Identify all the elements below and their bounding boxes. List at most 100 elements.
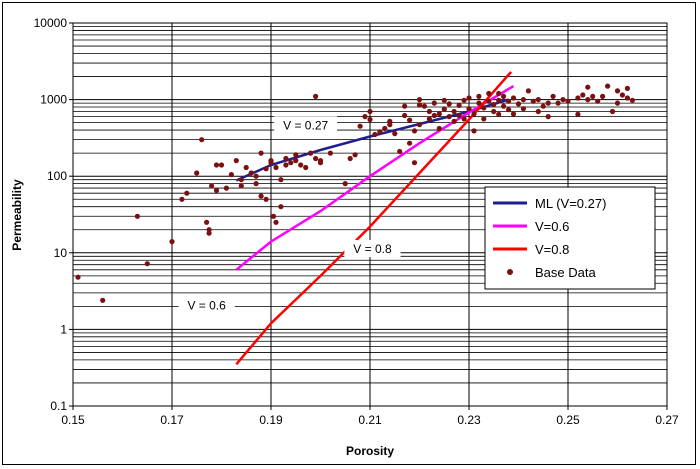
- data-point: [600, 93, 606, 99]
- data-point: [441, 97, 447, 103]
- data-point: [614, 88, 621, 94]
- data-point: [179, 196, 185, 202]
- data-point: [451, 108, 457, 115]
- series-line-v-0-6: [235, 85, 515, 271]
- data-point: [382, 125, 388, 132]
- data-point: [486, 98, 492, 104]
- data-point: [545, 114, 551, 120]
- data-point: [471, 111, 477, 117]
- data-point: [248, 170, 254, 176]
- x-tick-label: 0.21: [358, 413, 382, 427]
- data-point: [510, 95, 517, 101]
- y-tick-label: 10000: [34, 16, 68, 30]
- data-point: [238, 177, 244, 183]
- data-point: [446, 114, 452, 120]
- data-point: [392, 131, 398, 137]
- data-point: [426, 116, 432, 122]
- data-point: [411, 128, 418, 134]
- data-point: [491, 108, 497, 115]
- data-point: [303, 164, 309, 171]
- data-point: [313, 93, 319, 99]
- data-point: [169, 239, 175, 245]
- data-point: [258, 193, 264, 199]
- data-point: [535, 97, 541, 103]
- data-point: [75, 274, 81, 280]
- data-point: [446, 101, 452, 107]
- data-point: [293, 158, 299, 164]
- data-point: [421, 103, 427, 109]
- data-point: [387, 118, 393, 124]
- data-point: [213, 187, 220, 194]
- x-axis-label: Porosity: [346, 444, 394, 458]
- data-point: [496, 111, 502, 117]
- x-tick-label: 0.19: [259, 413, 283, 427]
- base-data-points: [75, 83, 636, 303]
- data-point: [501, 93, 507, 99]
- data-point: [476, 100, 482, 106]
- data-point: [431, 112, 437, 119]
- data-point: [218, 162, 225, 168]
- data-point: [441, 106, 447, 112]
- data-point: [402, 103, 408, 109]
- data-point: [624, 95, 631, 101]
- data-point: [481, 116, 487, 122]
- y-tick-label: 1: [60, 322, 67, 336]
- data-point: [268, 160, 274, 166]
- data-point: [204, 219, 210, 225]
- permeability-porosity-chart: 0.15 0.17 0.19 0.21 0.23 0.25 0.27 0.1 1 10 100 100…: [10, 16, 679, 458]
- data-point: [510, 111, 517, 117]
- data-point: [411, 160, 418, 166]
- data-point: [491, 102, 497, 108]
- data-point: [461, 97, 467, 103]
- data-point: [501, 103, 507, 109]
- data-point: [481, 105, 487, 111]
- data-point: [362, 114, 368, 120]
- x-tick-label: 0.15: [61, 413, 85, 427]
- data-point: [525, 88, 532, 94]
- data-point: [426, 108, 432, 115]
- data-point: [466, 106, 472, 112]
- data-point: [372, 131, 378, 138]
- data-point: [530, 98, 536, 104]
- data-point: [540, 103, 546, 109]
- x-tick-label: 0.17: [160, 413, 184, 427]
- data-point: [298, 162, 304, 168]
- data-point: [258, 150, 264, 156]
- y-tick-label: 0.1: [50, 399, 67, 413]
- data-point: [206, 230, 212, 236]
- data-point: [624, 85, 631, 91]
- data-point: [347, 155, 353, 162]
- data-point: [194, 170, 200, 176]
- data-point: [456, 112, 462, 119]
- data-point: [402, 112, 408, 119]
- data-point: [263, 166, 269, 172]
- data-point: [565, 98, 571, 104]
- data-point: [416, 122, 423, 128]
- y-axis-label: Permeability: [10, 179, 24, 251]
- data-point: [213, 162, 220, 168]
- legend-entry-label: Base Data: [535, 265, 596, 280]
- data-point: [278, 204, 284, 210]
- data-point: [506, 107, 512, 113]
- data-point: [263, 196, 269, 202]
- data-point: [520, 97, 527, 103]
- data-point: [605, 83, 611, 89]
- data-point: [327, 150, 333, 156]
- data-point: [466, 95, 472, 101]
- fit-lines: [235, 71, 515, 366]
- data-point: [288, 160, 294, 166]
- data-point: [585, 97, 591, 103]
- data-point: [283, 162, 289, 168]
- data-point: [560, 97, 566, 103]
- data-point: [520, 106, 527, 112]
- legend-swatch-marker: [507, 269, 513, 275]
- x-tick-label: 0.27: [655, 413, 679, 427]
- y-tick-label: 100: [47, 169, 67, 183]
- data-point: [575, 95, 581, 101]
- data-point: [377, 129, 383, 135]
- data-point: [456, 102, 462, 108]
- data-point: [555, 100, 561, 106]
- data-point: [614, 100, 621, 106]
- data-point: [228, 172, 234, 178]
- data-point: [535, 108, 541, 115]
